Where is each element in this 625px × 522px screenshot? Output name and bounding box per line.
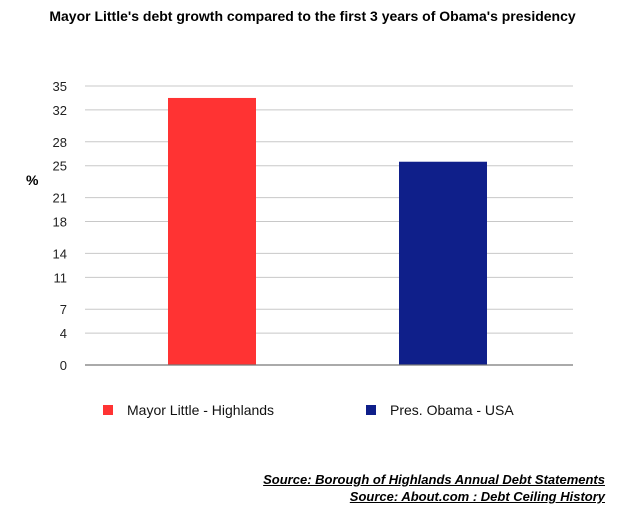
- y-axis-ticks: 0 4 7 11 14 18 21 25 28 32 35: [53, 79, 67, 373]
- y-tick-label: 7: [60, 302, 67, 317]
- source-line-about[interactable]: Source: About.com : Debt Ceiling History: [349, 489, 605, 504]
- source-line-highlands[interactable]: Source: Borough of Highlands Annual Debt…: [263, 472, 605, 487]
- y-tick-label: 14: [53, 246, 67, 261]
- y-tick-label: 32: [53, 103, 67, 118]
- legend-swatch-red: [103, 405, 113, 415]
- y-tick-label: 11: [54, 270, 68, 285]
- bar-mayor-little: [168, 97, 256, 365]
- y-tick-label: 28: [53, 135, 67, 150]
- bars: [168, 97, 487, 365]
- chart-title: Mayor Little's debt growth compared to t…: [49, 8, 576, 24]
- legend-swatch-blue: [366, 405, 376, 415]
- source-citations: Source: Borough of Highlands Annual Debt…: [263, 471, 605, 505]
- y-tick-label: 4: [60, 326, 67, 341]
- legend-label: Pres. Obama - USA: [390, 402, 514, 418]
- legend: Mayor Little - Highlands Pres. Obama - U…: [0, 402, 625, 422]
- y-tick-label: 18: [53, 215, 67, 230]
- legend-label: Mayor Little - Highlands: [127, 402, 275, 418]
- gridlines: [85, 85, 573, 334]
- y-axis-label: %: [26, 172, 39, 188]
- y-tick-label: 35: [53, 79, 67, 94]
- y-tick-label: 25: [53, 159, 67, 174]
- bar-chart: 0 4 7 11 14 18 21 25 28 32 35: [53, 79, 573, 373]
- bar-obama: [399, 161, 487, 365]
- legend-item-obama: Pres. Obama - USA: [366, 402, 514, 418]
- y-tick-label: 0: [60, 358, 67, 373]
- y-tick-label: 21: [53, 191, 67, 206]
- legend-item-mayor-little: Mayor Little - Highlands: [103, 402, 274, 418]
